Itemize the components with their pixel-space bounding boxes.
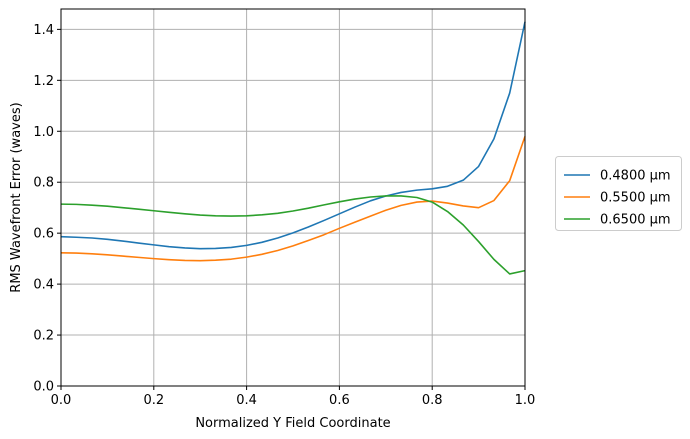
legend-label: 0.4800 µm [600,169,671,184]
y-tick-label: 1.4 [33,23,54,38]
axis-ticks: 0.0 0.2 0.4 0.6 0.8 1.0 0.0 0.2 0.4 0.6 0.8 1.0 1.2 1… [33,23,535,408]
y-tick-label: 1.0 [33,125,54,140]
y-tick-label: 0.2 [33,329,54,344]
x-tick-label: 0.6 [329,393,350,408]
series-lines [60,21,526,275]
legend-label: 0.6500 µm [600,213,671,228]
y-tick-label: 0.0 [33,380,54,395]
series-line [60,195,526,275]
legend: 0.4800 µm 0.5500 µm 0.6500 µm [555,156,682,231]
x-axis-label: Normalized Y Field Coordinate [195,416,390,431]
x-tick-label: 0.2 [143,393,164,408]
x-tick-label: 0.0 [51,393,72,408]
plot-frame [60,8,526,387]
series-line [60,21,526,250]
y-tick-label: 0.4 [33,278,54,293]
x-tick-label: 0.8 [422,393,443,408]
y-tick-label: 0.8 [33,176,54,191]
series-line [60,136,526,262]
y-axis-label: RMS Wavefront Error (waves) [9,102,24,292]
y-tick-label: 1.2 [33,74,54,89]
y-tick-label: 0.6 [33,227,54,242]
grid-lines [60,9,526,387]
legend-label: 0.5500 µm [600,191,671,206]
x-tick-label: 1.0 [515,393,536,408]
x-tick-label: 0.4 [236,393,257,408]
